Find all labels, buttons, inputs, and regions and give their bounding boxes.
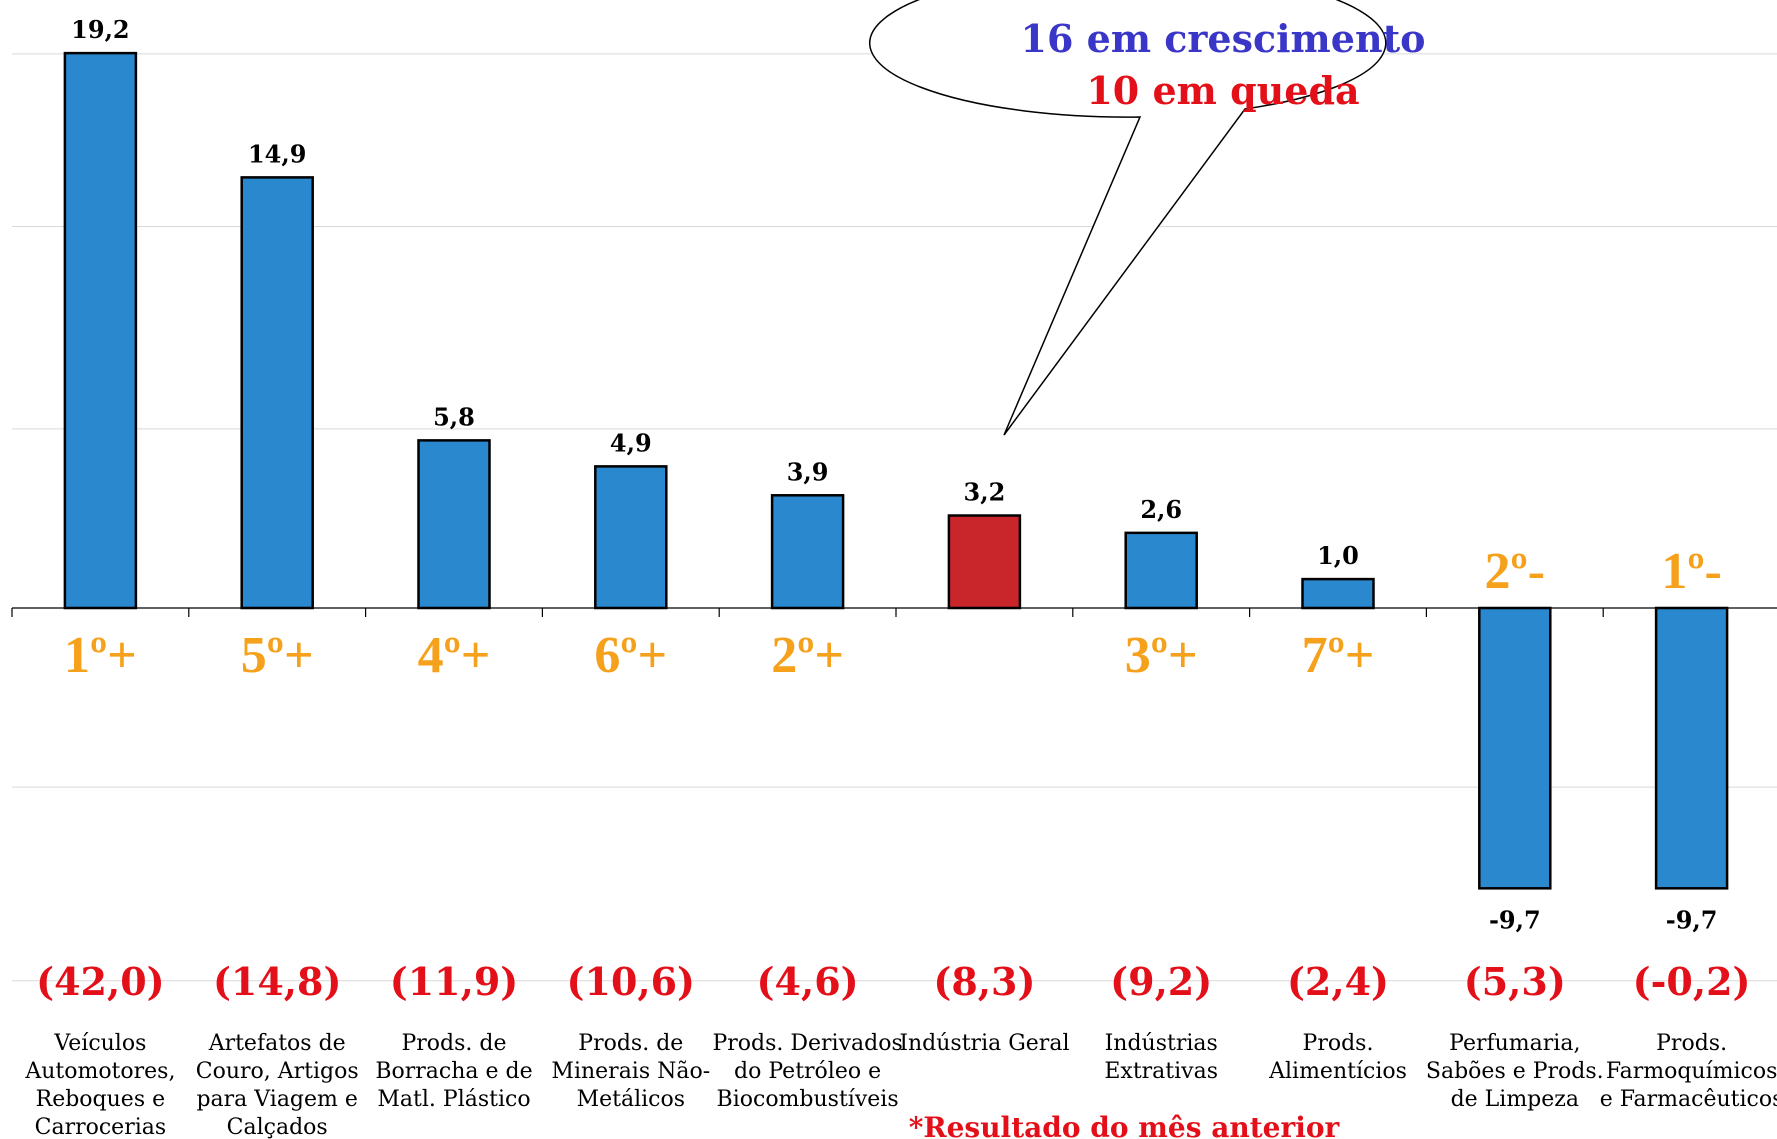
bars [63,51,1729,890]
category-labels: Veículos Automotores, Reboques e Carroceria… [24,1031,1777,1139]
value-label: 19,2 [71,15,129,44]
rank-label: 6º+ [594,627,667,684]
value-label: 4,9 [610,428,652,457]
rank-label: 2º- [1485,543,1545,600]
rank-label: 5º+ [241,627,314,684]
rank-label: 1º+ [64,627,137,684]
previous-month-label: (9,2) [1110,959,1212,1004]
callout-line-2: 10 em queda [1086,68,1359,113]
category-label: Prods. Derivados do Petróleo e Biocombustí… [712,1031,902,1112]
value-label: -9,7 [1489,905,1541,934]
category-label: Prods. de Borracha e de Matl. Plástico [375,1031,532,1112]
category-label: Veículos Automotores, Reboques e Carroceria… [24,1031,175,1139]
previous-month-label: (11,9) [390,959,519,1004]
previous-month-label: (5,3) [1464,959,1566,1004]
bar [1124,531,1198,610]
value-label: -9,7 [1666,905,1718,934]
value-label: 3,2 [964,478,1006,507]
value-label: 14,9 [248,139,306,168]
previous-month-label: (2,4) [1287,959,1389,1004]
rank-label: 3º+ [1125,627,1198,684]
previous-month-label: (8,3) [933,959,1035,1004]
bar [1654,606,1729,890]
previous-month-label: (4,6) [757,959,859,1004]
category-label: Prods. Alimentícios [1268,1031,1407,1084]
category-label: Perfumaria, Sabões e Prods. de Limpeza [1426,1031,1604,1112]
value-label: 2,6 [1140,495,1182,524]
callout: 16 em crescimento 10 em queda [869,0,1426,436]
category-label: Prods. de Minerais Não-Metálicos [551,1031,710,1112]
rank-label: 7º+ [1302,627,1375,684]
previous-month-label: (14,8) [213,959,342,1004]
category-label: Indústria Geral [899,1031,1069,1056]
callout-bubble [869,0,1387,436]
bar [417,439,491,610]
bar [240,176,314,610]
previous-month-label: (-0,2) [1633,959,1751,1004]
bar [594,465,668,610]
previous-month-label: (10,6) [567,959,696,1004]
rank-label: 1º- [1661,543,1721,600]
value-label: 5,8 [433,402,475,431]
callout-line-1: 16 em crescimento [1021,16,1426,61]
bar [63,51,138,610]
bar [1301,577,1375,610]
previous-month-labels: (42,0) (14,8) (11,9) (10,6) (4,6) (8,3) (9,2) (… [36,959,1750,1004]
category-label: Indústrias Extrativas [1104,1031,1218,1084]
value-label: 1,0 [1317,541,1359,570]
value-label: 3,9 [787,457,829,486]
rank-labels: 1º+ 5º+ 4º+ 6º+ 2º+ 3º+ 7º+ 2º- 1º- [64,543,1722,684]
previous-month-label: (42,0) [36,959,165,1004]
bar [947,514,1022,610]
bar [1478,606,1552,890]
value-labels: 19,2 14,9 5,8 4,9 3,9 3,2 2,6 1,0 -9,7 -9,7 [71,15,1717,934]
footnote: *Resultado do mês anterior [909,1111,1341,1139]
category-label: Prods. Farmoquímicos e Farmacêuticos [1600,1031,1777,1112]
rank-label: 4º+ [418,627,491,684]
bar [770,494,845,610]
rank-label: 2º+ [771,627,844,684]
